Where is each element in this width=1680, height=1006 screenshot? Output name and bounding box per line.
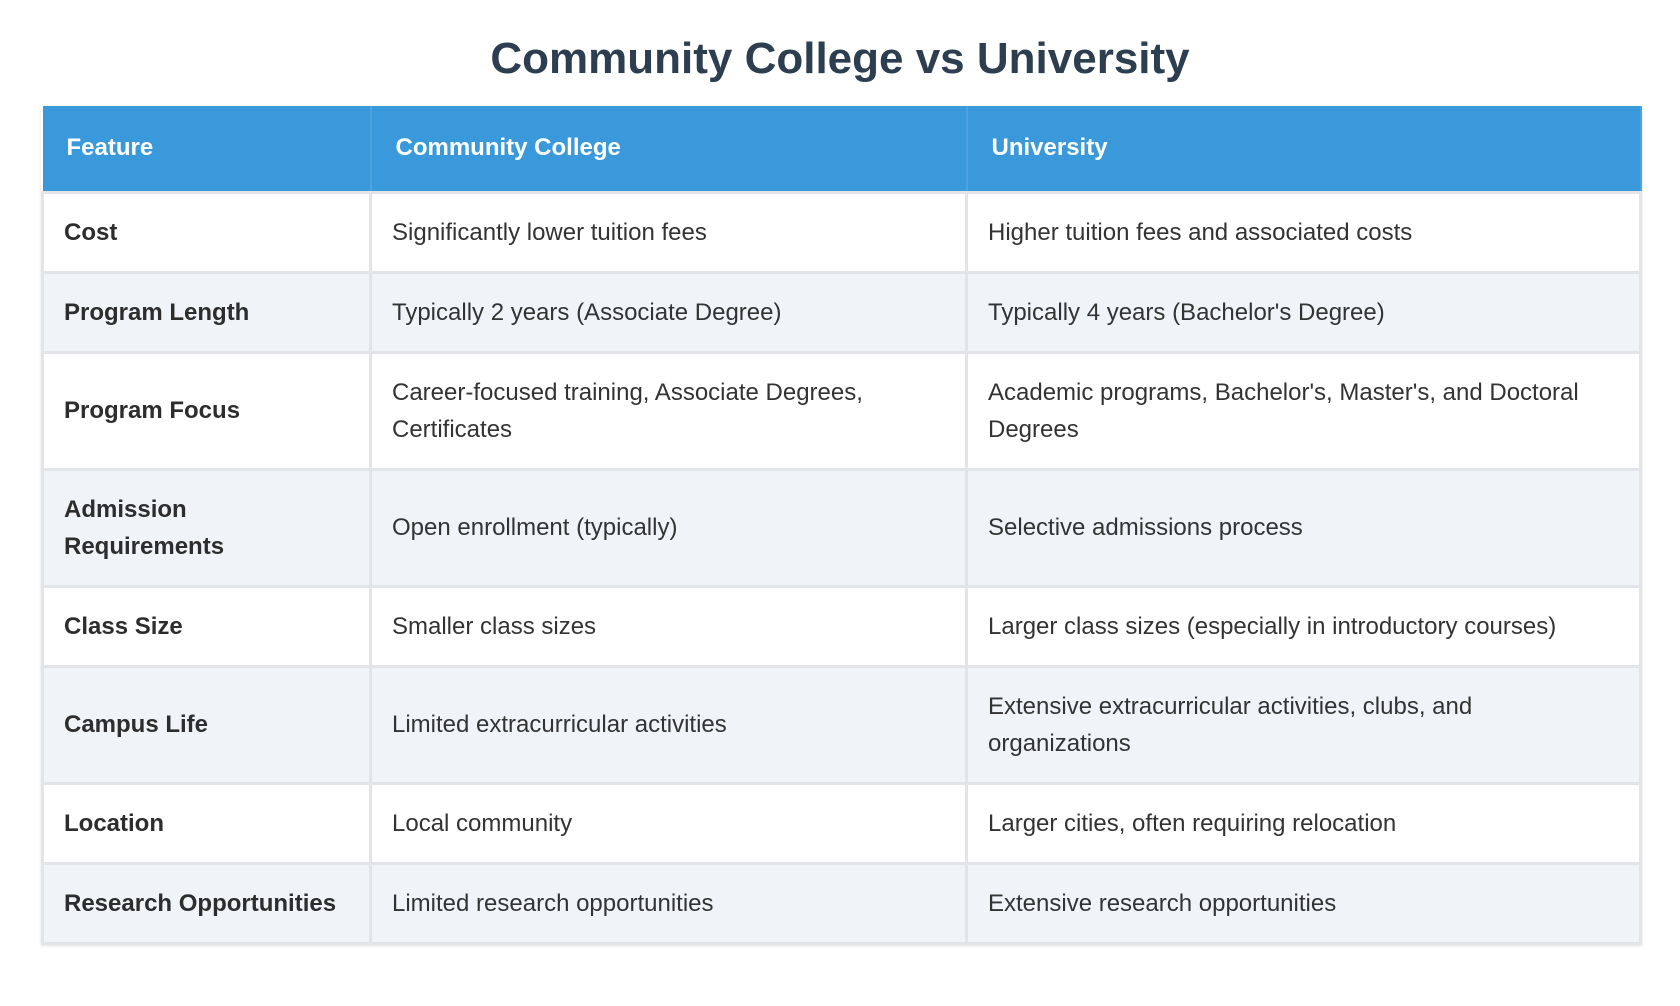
feature-cell: Admission Requirements bbox=[41, 467, 372, 588]
table-cell: Significantly lower tuition fees bbox=[369, 190, 968, 274]
comparison-table: Feature Community College University Cost S… bbox=[41, 106, 1642, 945]
table-cell: Typically 2 years (Associate Degree) bbox=[369, 270, 968, 354]
page-title: Community College vs University bbox=[490, 34, 1190, 83]
table-cell: Larger class sizes (especially in introd… bbox=[965, 584, 1642, 668]
table-cell: Extensive research opportunities bbox=[965, 861, 1642, 945]
table-row: Research Opportunities Limited research o… bbox=[41, 861, 1642, 945]
table-row: Cost Significantly lower tuition fees High… bbox=[41, 190, 1642, 274]
table-cell: Limited extracurricular activities bbox=[369, 664, 968, 785]
table-cell: Career-focused training, Associate Degre… bbox=[369, 350, 968, 471]
table-body: Cost Significantly lower tuition fees High… bbox=[41, 190, 1642, 945]
table-cell: Limited research opportunities bbox=[369, 861, 968, 945]
table-row: Location Local community Larger cities, of… bbox=[41, 781, 1642, 865]
table-cell: Larger cities, often requiring relocatio… bbox=[965, 781, 1642, 865]
table-cell: Typically 4 years (Bachelor's Degree) bbox=[965, 270, 1642, 354]
feature-cell: Campus Life bbox=[41, 664, 372, 785]
feature-cell: Program Length bbox=[41, 270, 372, 354]
feature-cell: Class Size bbox=[41, 584, 372, 668]
table-cell: Extensive extracurricular activities, cl… bbox=[965, 664, 1642, 785]
table-cell: Selective admissions process bbox=[965, 467, 1642, 588]
table-cell: Academic programs, Bachelor's, Master's,… bbox=[965, 350, 1642, 471]
table-cell: Smaller class sizes bbox=[369, 584, 968, 668]
header-row: Feature Community College University bbox=[42, 106, 1642, 192]
table-row: Campus Life Limited extracurricular activ… bbox=[41, 664, 1642, 785]
table-cell: Open enrollment (typically) bbox=[369, 467, 968, 588]
header-cell: University bbox=[966, 106, 1642, 192]
feature-cell: Cost bbox=[41, 190, 372, 274]
table-row: Program Length Typically 2 years (Associa… bbox=[41, 270, 1642, 354]
table-row: Class Size Smaller class sizes Larger clas… bbox=[41, 584, 1642, 668]
table-cell: Local community bbox=[369, 781, 968, 865]
feature-cell: Research Opportunities bbox=[41, 861, 372, 945]
table-cell: Higher tuition fees and associated costs bbox=[965, 190, 1642, 274]
feature-cell: Location bbox=[41, 781, 372, 865]
feature-cell: Program Focus bbox=[41, 350, 372, 471]
table-row: Admission Requirements Open enrollment (t… bbox=[41, 467, 1642, 588]
header-cell: Feature bbox=[42, 106, 372, 192]
table-row: Program Focus Career-focused training, As… bbox=[41, 350, 1642, 471]
header-cell: Community College bbox=[370, 106, 968, 192]
